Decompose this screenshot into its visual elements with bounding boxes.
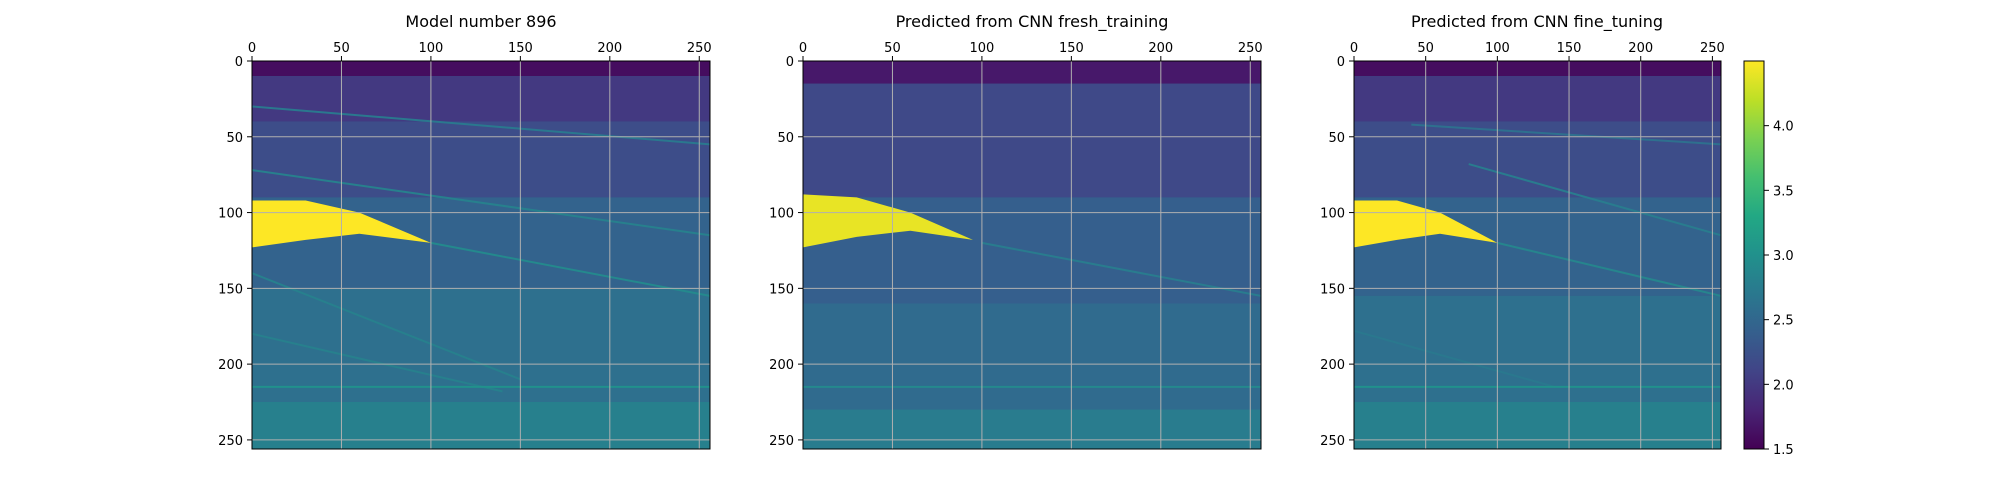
plot-frame: [1353, 60, 1722, 450]
y-tick-label: 50: [777, 131, 794, 146]
heatmap-salt-body: [803, 194, 973, 248]
colorbar-tick-label: 4.0: [1773, 120, 1794, 135]
heatmap-layer-band: [252, 76, 710, 122]
colorbar-tick-label: 2.0: [1773, 378, 1794, 393]
heatmap-reflector-line: [1468, 163, 1721, 237]
colorbar-tick-label: 3.0: [1773, 249, 1794, 264]
y-tick-label: 50: [226, 131, 243, 146]
x-tick-label: 150: [508, 41, 533, 56]
heatmap-panel-fine-tuning: Predicted from CNN fine_tuning 0 50 100 150…: [1320, 12, 1725, 450]
x-tick-label: 0: [248, 41, 256, 56]
x-tick-label: 0: [1350, 41, 1358, 56]
x-tick-label: 200: [1148, 41, 1173, 56]
heatmap-layer-band: [1354, 121, 1721, 198]
x-tick-label: 100: [1485, 41, 1510, 56]
y-tick-label: 50: [1328, 131, 1345, 146]
colorbar-tick-label: 2.5: [1773, 314, 1794, 329]
axis-ticks: 0 50 100 150 200 250 0 50 100 150 200 250: [769, 41, 1263, 449]
chart-title: Predicted from CNN fine_tuning: [1411, 12, 1663, 32]
colorbar-ticks: 4.0 3.5 3.0 2.5 2.0 1.5: [1764, 120, 1794, 458]
x-tick-label: 200: [1628, 41, 1653, 56]
y-tick-label: 200: [1320, 358, 1345, 373]
heatmap-layer-band: [1354, 61, 1721, 77]
heatmap-layer-band: [252, 121, 710, 198]
colorbar-gradient: [1743, 60, 1765, 450]
y-tick-label: 100: [1320, 207, 1345, 222]
y-tick-label: 100: [769, 207, 794, 222]
y-tick-label: 150: [1320, 282, 1345, 297]
y-tick-label: 250: [1320, 434, 1345, 449]
heatmap-layer-band: [252, 402, 710, 449]
x-tick-label: 250: [1700, 41, 1725, 56]
heatmap-reflector-line: [981, 241, 1261, 297]
colorbar: 4.0 3.5 3.0 2.5 2.0 1.5: [1743, 60, 1794, 458]
heatmap-image: [803, 61, 1261, 449]
heatmap-reflector-line: [1354, 329, 1555, 388]
y-tick-label: 0: [235, 55, 243, 70]
heatmap-image: [1354, 61, 1721, 449]
y-tick-label: 200: [769, 358, 794, 373]
heatmap-reflector-line: [252, 332, 503, 393]
x-tick-label: 250: [687, 41, 712, 56]
chart-title: Predicted from CNN fresh_training: [896, 12, 1169, 32]
heatmap-panel-model: Model number 896 0 50 100 150 200 250 0 50 100 15…: [218, 12, 712, 450]
heatmap-layer-band: [252, 61, 710, 77]
heatmap-reflector-line: [252, 169, 710, 237]
colorbar-tick-label: 1.5: [1773, 443, 1794, 458]
y-tick-label: 250: [218, 434, 243, 449]
heatmap-layer-band: [803, 409, 1261, 449]
x-tick-label: 150: [1059, 41, 1084, 56]
y-tick-label: 100: [218, 207, 243, 222]
y-tick-label: 150: [218, 282, 243, 297]
colorbar-tick-label: 3.5: [1773, 184, 1794, 199]
heatmap-panel-fresh-training: Predicted from CNN fresh_training 0 50 100…: [769, 12, 1263, 450]
plot-frame: [802, 60, 1262, 450]
heatmap-layer-band: [803, 61, 1261, 84]
heatmap-reflector-line: [252, 105, 710, 146]
heatmap-reflector-line: [1411, 123, 1721, 146]
x-tick-label: 100: [969, 41, 994, 56]
y-tick-label: 250: [769, 434, 794, 449]
heatmap-layer-band: [1354, 402, 1721, 449]
heatmap-reflector-line: [430, 241, 710, 297]
x-tick-label: 150: [1557, 41, 1582, 56]
x-tick-label: 50: [333, 41, 350, 56]
y-tick-label: 200: [218, 358, 243, 373]
heatmap-reflector-line: [1497, 241, 1721, 297]
chart-title: Model number 896: [405, 12, 556, 31]
heatmap-reflector-line: [252, 272, 521, 381]
y-tick-label: 150: [769, 282, 794, 297]
x-tick-label: 200: [597, 41, 622, 56]
x-tick-label: 100: [418, 41, 443, 56]
x-tick-label: 50: [884, 41, 901, 56]
y-tick-label: 0: [1337, 55, 1345, 70]
x-tick-label: 250: [1238, 41, 1263, 56]
heatmap-image: [252, 61, 710, 449]
plot-frame: [251, 60, 711, 450]
axis-ticks: 0 50 100 150 200 250 0 50 100 150 200 250: [1320, 41, 1725, 449]
heatmap-layer-band: [803, 83, 1261, 198]
axis-ticks: 0 50 100 150 200 250 0 50 100 150 200 250: [218, 41, 712, 449]
y-tick-label: 0: [786, 55, 794, 70]
x-tick-label: 0: [799, 41, 807, 56]
x-tick-label: 50: [1417, 41, 1434, 56]
heatmap-layer-band: [1354, 76, 1721, 122]
